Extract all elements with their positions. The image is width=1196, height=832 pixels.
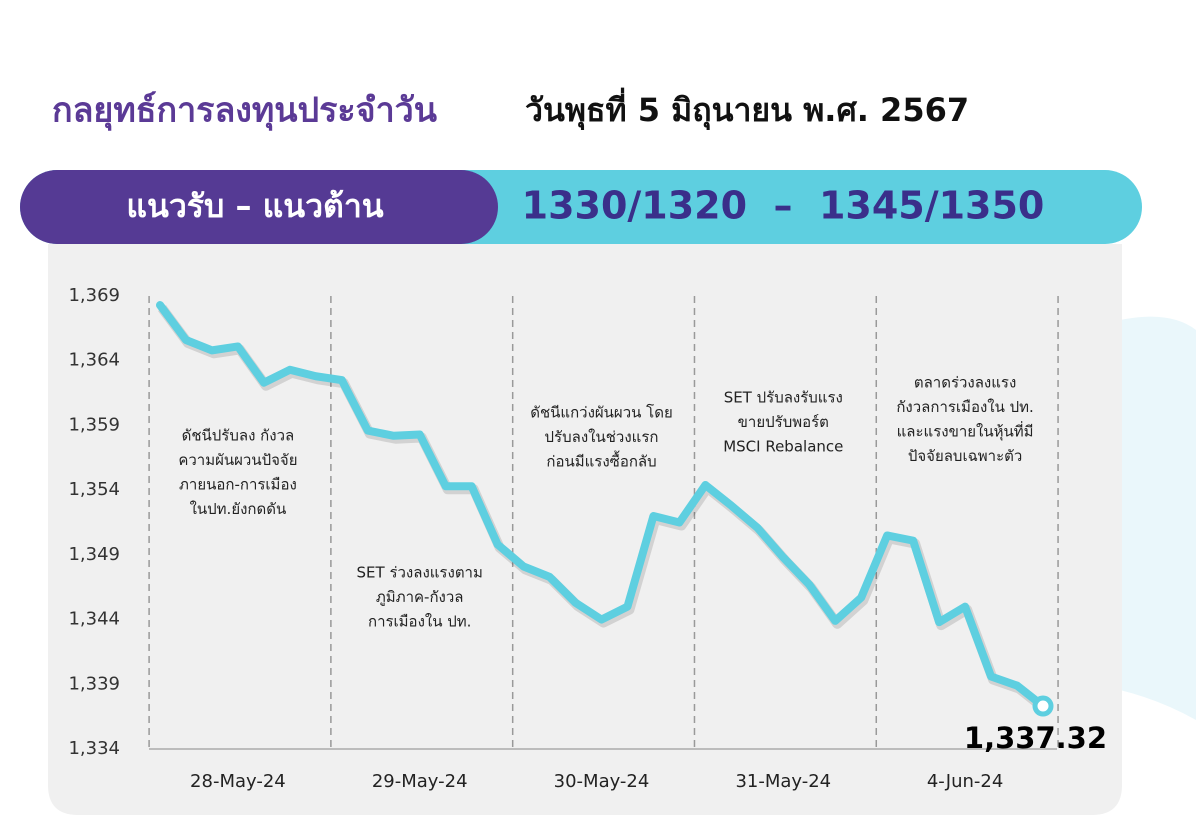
last-point	[1032, 695, 1054, 717]
annotation: ภูมิภาค-กังวล	[376, 588, 464, 606]
x-tick-label: 29-May-24	[372, 771, 468, 792]
banner-left	[20, 170, 498, 244]
banner-label: แนวรับ – แนวต้าน	[126, 187, 383, 225]
annotation: ความผันผวนปัจจัย	[178, 451, 297, 469]
date: วันพุธที่ 5 มิถุนายน พ.ศ. 2567	[525, 87, 969, 131]
annotation: ดัชนีแกว่งผันผวน โดย	[530, 404, 673, 422]
x-tick-label: 4-Jun-24	[927, 771, 1003, 792]
y-tick-label: 1,369	[68, 285, 120, 306]
banner-value: 1330/1320 – 1345/1350	[522, 184, 1045, 228]
y-tick-label: 1,344	[68, 609, 120, 630]
annotation: SET ปรับลงรับแรง	[724, 389, 843, 407]
x-tick-label: 31-May-24	[735, 771, 831, 792]
annotation: ปรับลงในช่วงแรก	[545, 428, 659, 446]
annotation: และแรงขายในหุ้นที่มี	[897, 421, 1034, 442]
annotation: ดัชนีปรับลง กังวล	[182, 427, 295, 445]
decoration	[1120, 316, 1196, 720]
y-tick-label: 1,339	[68, 673, 120, 694]
annotation: ตลาดร่วงลงแรง	[914, 374, 1016, 392]
x-tick-label: 30-May-24	[554, 771, 650, 792]
value-label: 1,337.32	[964, 721, 1107, 755]
x-tick-label: 28-May-24	[190, 771, 286, 792]
y-tick-label: 1,334	[68, 738, 120, 759]
page-title: กลยุทธ์การลงทุนประจำวัน	[52, 91, 437, 132]
annotation: MSCI Rebalance	[723, 438, 843, 456]
y-tick-label: 1,354	[68, 479, 120, 500]
y-tick-label: 1,364	[68, 350, 120, 371]
annotation: กังวลการเมืองใน ปท.	[896, 398, 1033, 416]
annotation: ในปท.ยังกดดัน	[190, 500, 287, 518]
y-tick-label: 1,359	[68, 414, 120, 435]
chart-panel	[48, 244, 1122, 815]
annotation: การเมืองใน ปท.	[368, 613, 471, 631]
y-tick-label: 1,349	[68, 544, 120, 565]
annotation: ก่อนมีแรงซื้อกลับ	[546, 451, 656, 471]
annotation: ขายปรับพอร์ต	[738, 413, 829, 431]
plot: 1,334 1,339 1,344 1,349 1,354 1,359 1,364 1,369…	[68, 285, 1107, 792]
annotation: SET ร่วงลงแรงตาม	[357, 564, 483, 582]
line	[156, 301, 1047, 711]
annotation: ภายนอก-การเมือง	[179, 476, 297, 494]
annotation: ปัจจัยลบเฉพาะตัว	[908, 447, 1022, 465]
